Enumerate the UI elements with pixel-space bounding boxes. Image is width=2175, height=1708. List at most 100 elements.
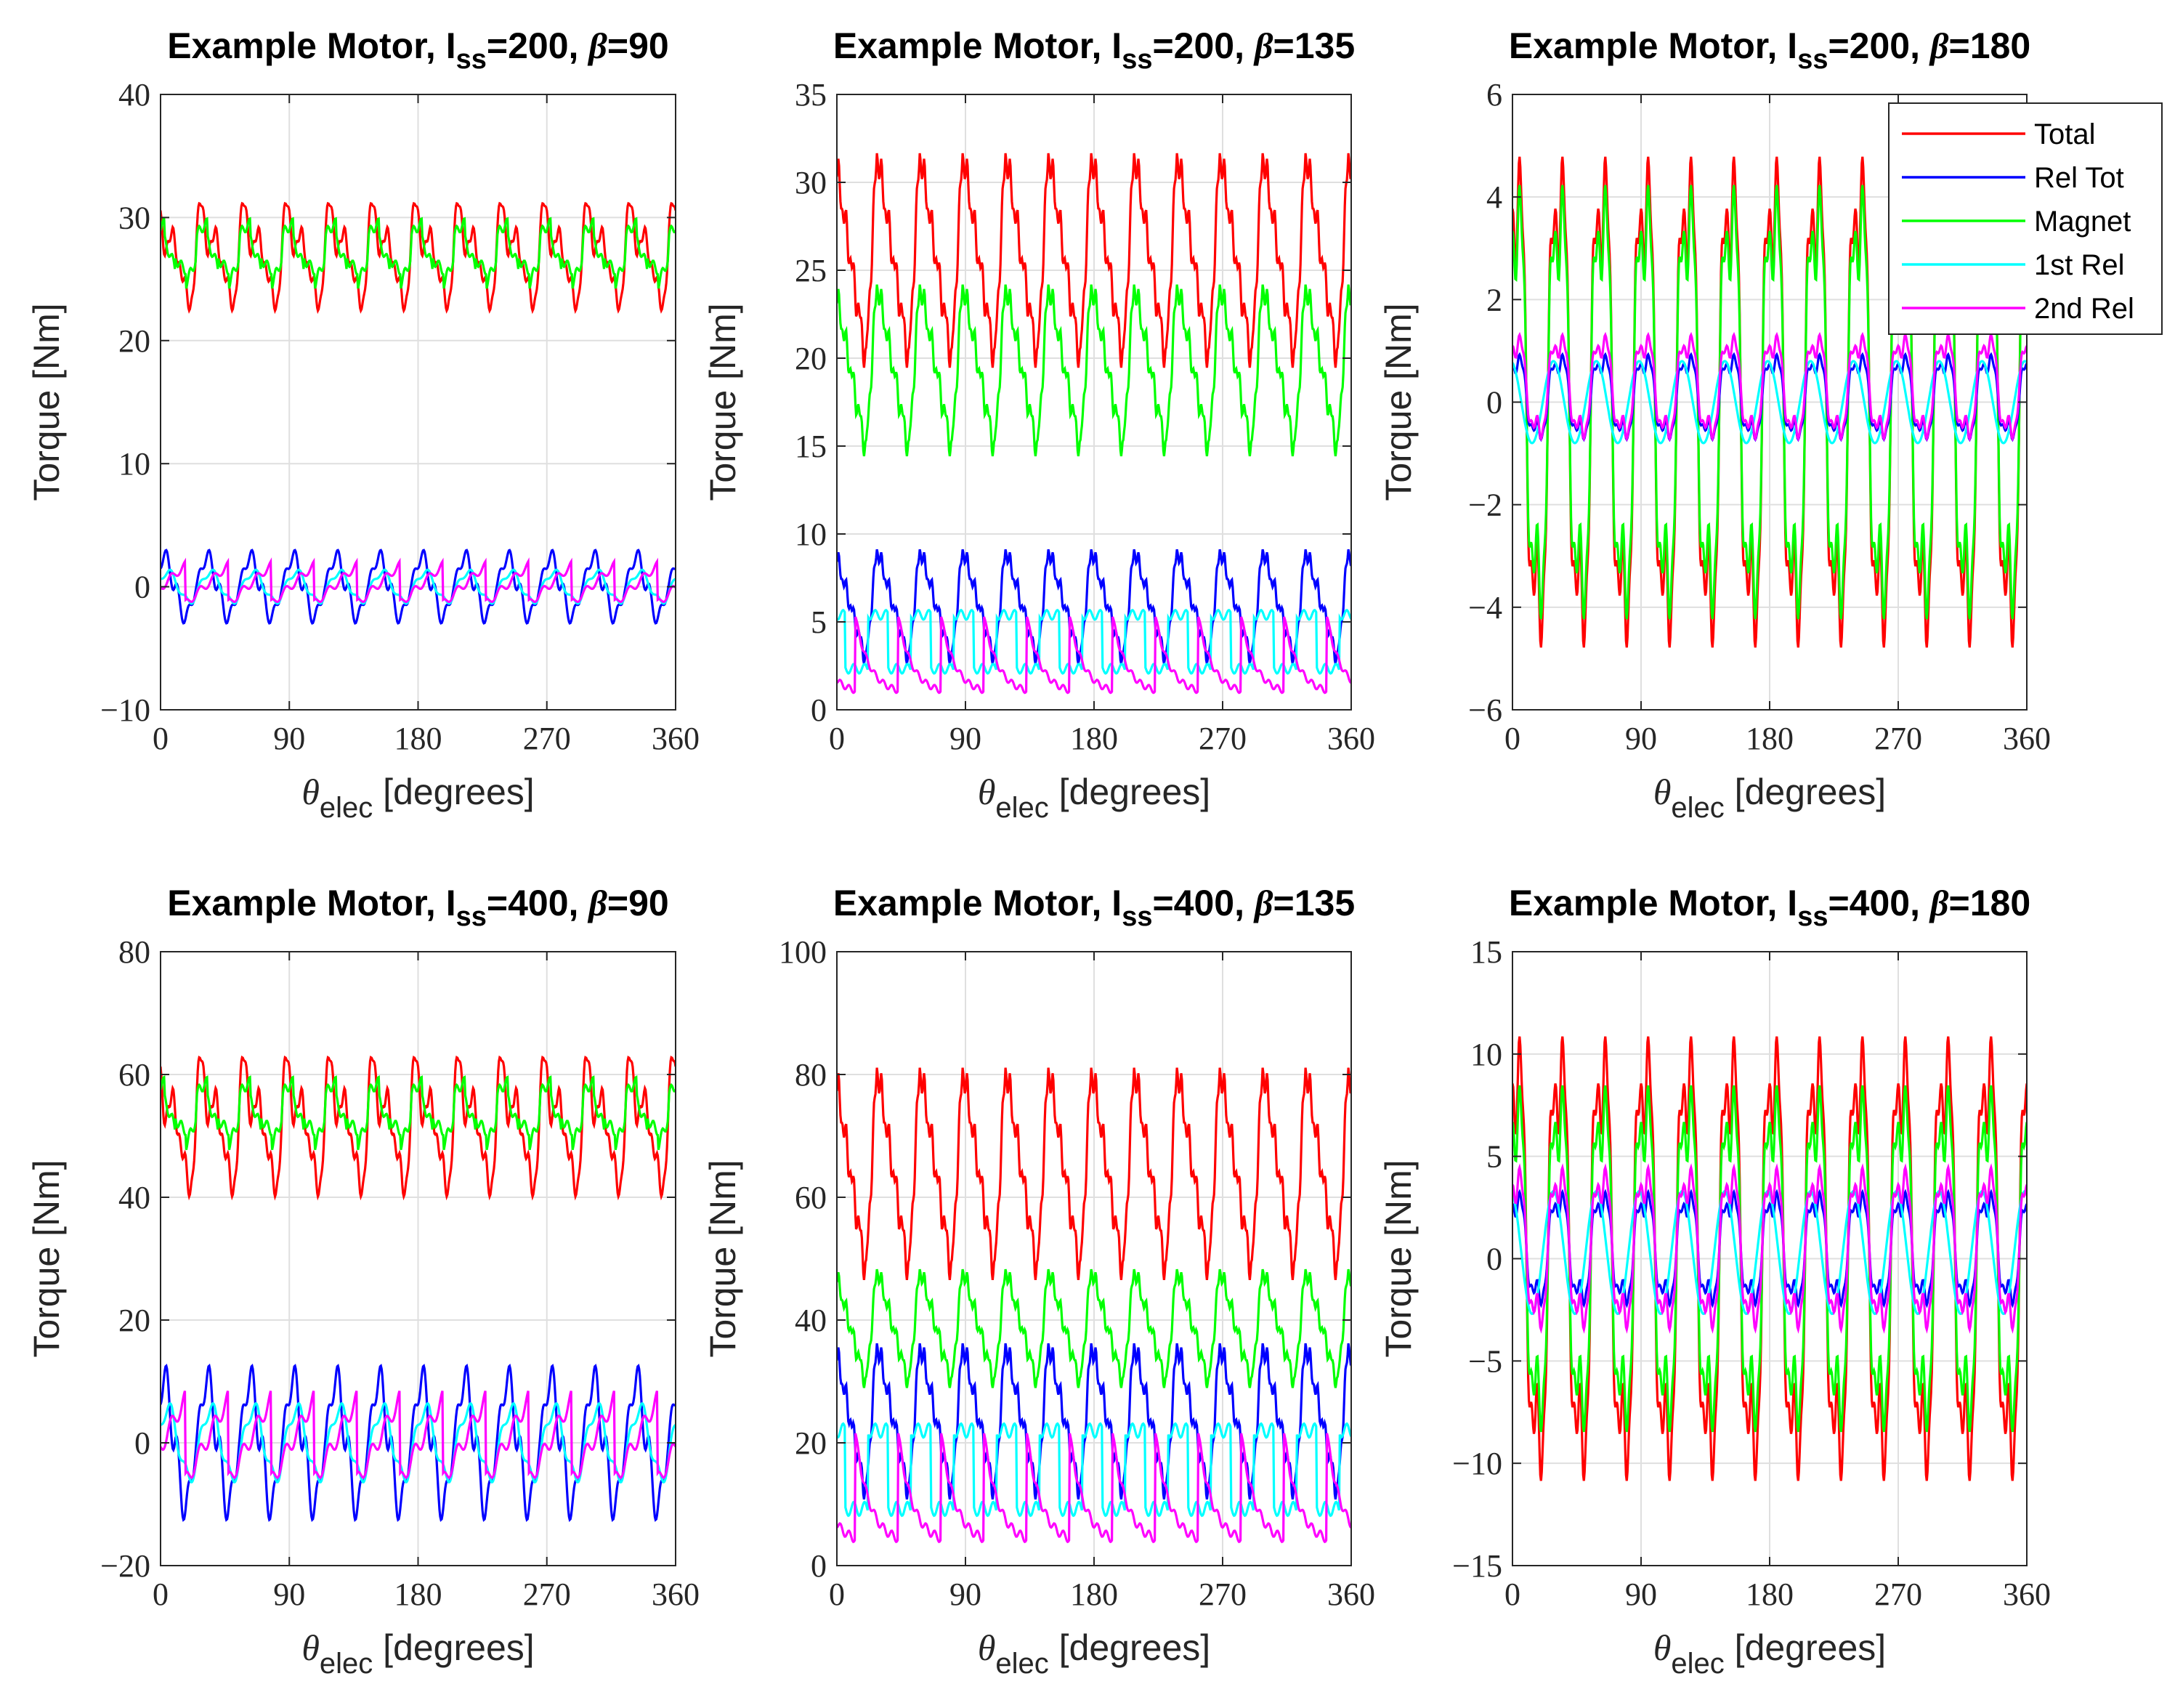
y-tick-label: 25 — [795, 253, 827, 288]
x-tick-label: 360 — [652, 721, 700, 756]
series-rel-tot — [837, 549, 1351, 664]
x-label-subscript: elec — [995, 792, 1048, 824]
y-tick-label: 60 — [795, 1180, 827, 1215]
x-axis-label: θelec [degrees] — [1653, 772, 1886, 824]
title-suffix: =90 — [607, 883, 669, 923]
y-tick-label: 0 — [134, 570, 150, 605]
x-tick-label: 90 — [1625, 721, 1657, 756]
x-axis-label: θelec [degrees] — [301, 1627, 534, 1680]
y-tick-label: 0 — [1486, 385, 1502, 421]
y-axis-label: Torque [Nm] — [1378, 1159, 1419, 1357]
y-tick-label: 15 — [795, 429, 827, 464]
y-tick-label: −5 — [1468, 1343, 1502, 1379]
x-axis-label: θelec [degrees] — [978, 1627, 1210, 1680]
title-prefix: Example Motor, I — [833, 883, 1122, 923]
y-tick-label: 20 — [795, 1425, 827, 1461]
y-tick-label: 100 — [779, 934, 827, 970]
y-tick-label: 30 — [118, 200, 150, 235]
title-beta: β — [587, 883, 607, 923]
x-tick-label: 360 — [652, 1577, 700, 1612]
series-magnet — [837, 1268, 1351, 1388]
series-rel-tot — [1512, 1189, 2027, 1308]
x-tick-label: 90 — [949, 721, 981, 756]
series-2nd-rel — [161, 1391, 676, 1479]
y-tick-label: 30 — [795, 165, 827, 201]
y-tick-label: 0 — [1486, 1242, 1502, 1277]
series-rel-tot — [161, 549, 676, 625]
x-label-text: [degrees] — [1725, 1627, 1886, 1668]
legend: Total Rel Tot Magnet 1st Rel 2nd Rel — [1888, 102, 2163, 335]
title-beta: β — [1253, 883, 1273, 923]
x-label-symbol: θ — [301, 772, 320, 812]
y-tick-label: 80 — [795, 1057, 827, 1093]
series-total — [161, 201, 676, 315]
y-tick-label: 5 — [811, 604, 827, 640]
y-tick-label: 10 — [1470, 1037, 1502, 1072]
y-tick-label: 0 — [134, 1425, 150, 1461]
y-tick-label: 0 — [811, 1548, 827, 1584]
y-tick-label: −20 — [100, 1548, 150, 1584]
x-label-text: [degrees] — [1725, 772, 1886, 812]
series-1st-rel — [1512, 360, 2027, 445]
title-mid: =400, — [487, 883, 588, 923]
title-beta: β — [1929, 25, 1949, 66]
y-tick-label: 80 — [118, 934, 150, 970]
x-tick-label: 180 — [1746, 1577, 1794, 1612]
title-suffix: =90 — [607, 25, 669, 66]
legend-label: Total — [2034, 118, 2096, 150]
y-tick-label: −6 — [1468, 692, 1502, 728]
y-tick-label: 20 — [118, 1303, 150, 1338]
series-1st-rel — [161, 1402, 676, 1484]
title-subscript: ss — [1797, 44, 1828, 75]
title-prefix: Example Motor, I — [167, 25, 455, 66]
series-total — [837, 153, 1351, 368]
title-prefix: Example Motor, I — [833, 25, 1122, 66]
x-tick-label: 180 — [1070, 721, 1118, 756]
title-mid: =200, — [487, 25, 588, 66]
x-label-symbol: θ — [1653, 1627, 1672, 1668]
x-tick-label: 180 — [394, 1577, 442, 1612]
title-subscript: ss — [1122, 902, 1152, 932]
series-1st-rel — [837, 608, 1351, 675]
y-tick-label: 6 — [1486, 77, 1502, 113]
y-tick-label: 40 — [795, 1303, 827, 1338]
title-subscript: ss — [1797, 902, 1828, 932]
x-tick-label: 90 — [949, 1577, 981, 1612]
title-prefix: Example Motor, I — [167, 883, 455, 923]
x-tick-label: 270 — [1874, 721, 1922, 756]
title-beta: β — [587, 25, 607, 66]
y-axis-label: Torque [Nm] — [26, 303, 67, 501]
y-tick-label: 10 — [118, 446, 150, 482]
x-tick-label: 180 — [1070, 1577, 1118, 1612]
x-label-text: [degrees] — [373, 1627, 534, 1668]
y-tick-label: 0 — [811, 692, 827, 728]
y-axis-label: Torque [Nm] — [702, 303, 743, 501]
title-suffix: =180 — [1949, 25, 2031, 66]
y-tick-label: 20 — [118, 323, 150, 359]
y-tick-label: 15 — [1470, 934, 1502, 970]
series-total — [1512, 1036, 2027, 1481]
title-prefix: Example Motor, I — [1509, 25, 1797, 66]
series-rel-tot — [161, 1363, 676, 1523]
series-total — [837, 1067, 1351, 1280]
title-beta: β — [1253, 25, 1273, 66]
x-tick-label: 90 — [1625, 1577, 1657, 1612]
x-tick-label: 270 — [1199, 1577, 1247, 1612]
x-tick-label: 180 — [1746, 721, 1794, 756]
x-tick-label: 270 — [523, 1577, 571, 1612]
x-tick-label: 0 — [829, 721, 845, 756]
title-suffix: =135 — [1273, 25, 1356, 66]
series-1st-rel — [161, 568, 676, 605]
x-tick-label: 360 — [2003, 721, 2051, 756]
x-label-symbol: θ — [1653, 772, 1672, 812]
y-tick-label: −10 — [100, 692, 150, 728]
legend-label: 1st Rel — [2034, 249, 2125, 281]
y-tick-label: 35 — [795, 77, 827, 113]
series-magnet — [1512, 1085, 2027, 1433]
series-1st-rel — [1512, 1189, 2027, 1316]
